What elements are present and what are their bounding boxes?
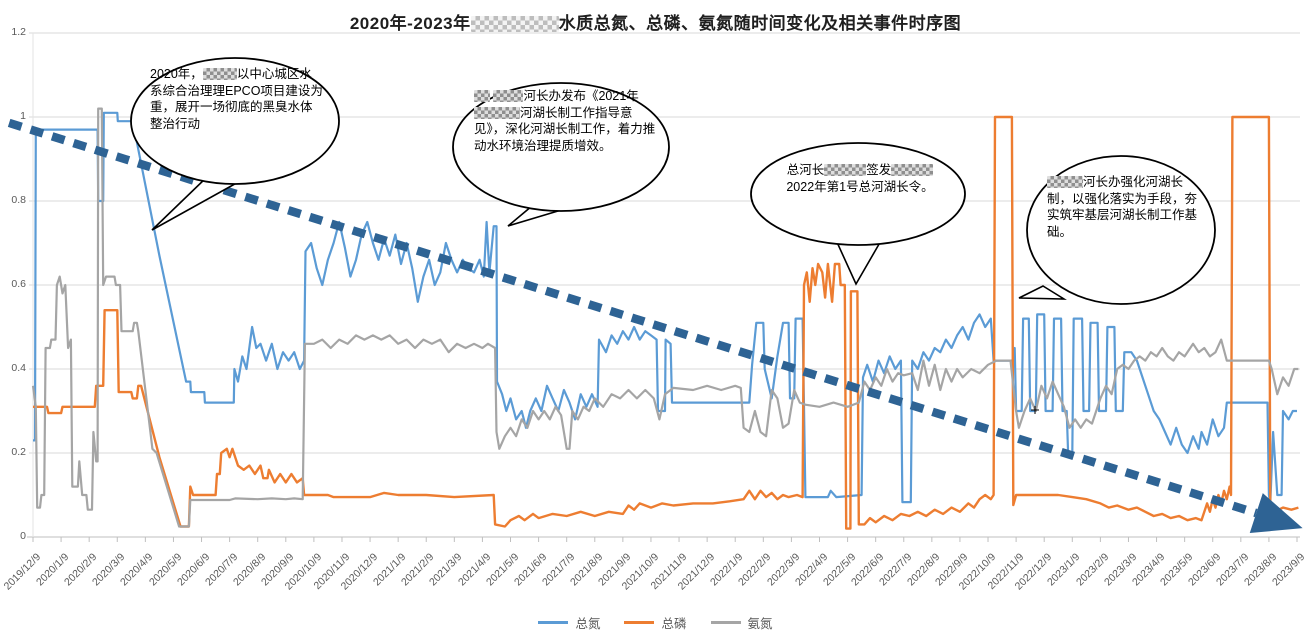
legend-swatch-total-nitrogen [538,621,569,624]
legend-label-total-nitrogen: 总氮 [575,617,601,631]
legend-item-total-nitrogen: 总氮 [538,613,600,632]
series-line-ammonia-nitrogen [31,107,1299,528]
x-axis-tick-label: 2023/9/9 [1270,551,1308,589]
legend-swatch-total-phosphorus [624,621,655,624]
y-axis-tick-label: 1.2 [11,26,26,38]
event-2022b-bubble [1026,155,1216,305]
legend-item-ammonia-nitrogen: 氨氮 [710,613,773,632]
y-axis-tick-label: 0.4 [11,362,26,374]
redacted-text-block [202,68,237,80]
legend-label-total-phosphorus: 总磷 [661,617,687,631]
event-2020-bubble-text: 2020年， 以中心城区水系综合治理理EPCO项目建设为重，展开一场彻底的黑臭水体… [150,67,323,131]
axes [27,33,1300,542]
y-axis-tick-label: 1 [20,110,26,122]
redacted-text-block [474,106,520,119]
event-2022-bubble-text: 总河长 签发 2022年第1号总河湖长令。 [786,163,934,194]
redacted-text-block [891,164,934,176]
redacted-text-block [1047,176,1083,188]
y-axis-tick-label: 0.8 [11,194,26,206]
event-2022b-bubble-text: 河长办强化河湖长制，以强化落实为手段，夯实筑牢基层河湖长制工作基础。 [1047,175,1198,239]
y-axis-tick-label: 0.2 [11,446,26,458]
legend-item-total-phosphorus: 总磷 [624,613,687,632]
y-axis-tick-label: 0.6 [11,278,26,290]
series-lines [31,107,1299,530]
chart-title: 2020年-2023年 水质总氮、总磷、氨氮随时间变化及相关事件时序图 [349,14,962,33]
legend-swatch-ammonia-nitrogen [710,621,741,624]
redacted-text-block [470,16,559,32]
legend-label-ammonia-nitrogen: 氨氮 [747,617,773,631]
redacted-text-block [493,90,524,102]
trend-arrow [7,118,1303,534]
event-2022b-bubble-tail [1018,285,1067,300]
legend: 总氮 总磷 氨氮 [0,613,1311,632]
redacted-text-block [474,90,490,102]
event-2021-bubble-text: 河长办发布《2021年河湖长制工作指导意见》，深化河湖长制工作，着力推动水环境治… [474,89,656,153]
series-line-total-nitrogen [33,111,1297,505]
y-axis-tick-label: 0 [20,530,26,542]
event-2020-bubble [130,57,340,185]
series-line-total-phosphorus [33,115,1299,530]
mouse-cursor-cross [1031,406,1039,414]
callout-bubbles [130,57,1216,305]
redacted-text-block [824,164,867,176]
